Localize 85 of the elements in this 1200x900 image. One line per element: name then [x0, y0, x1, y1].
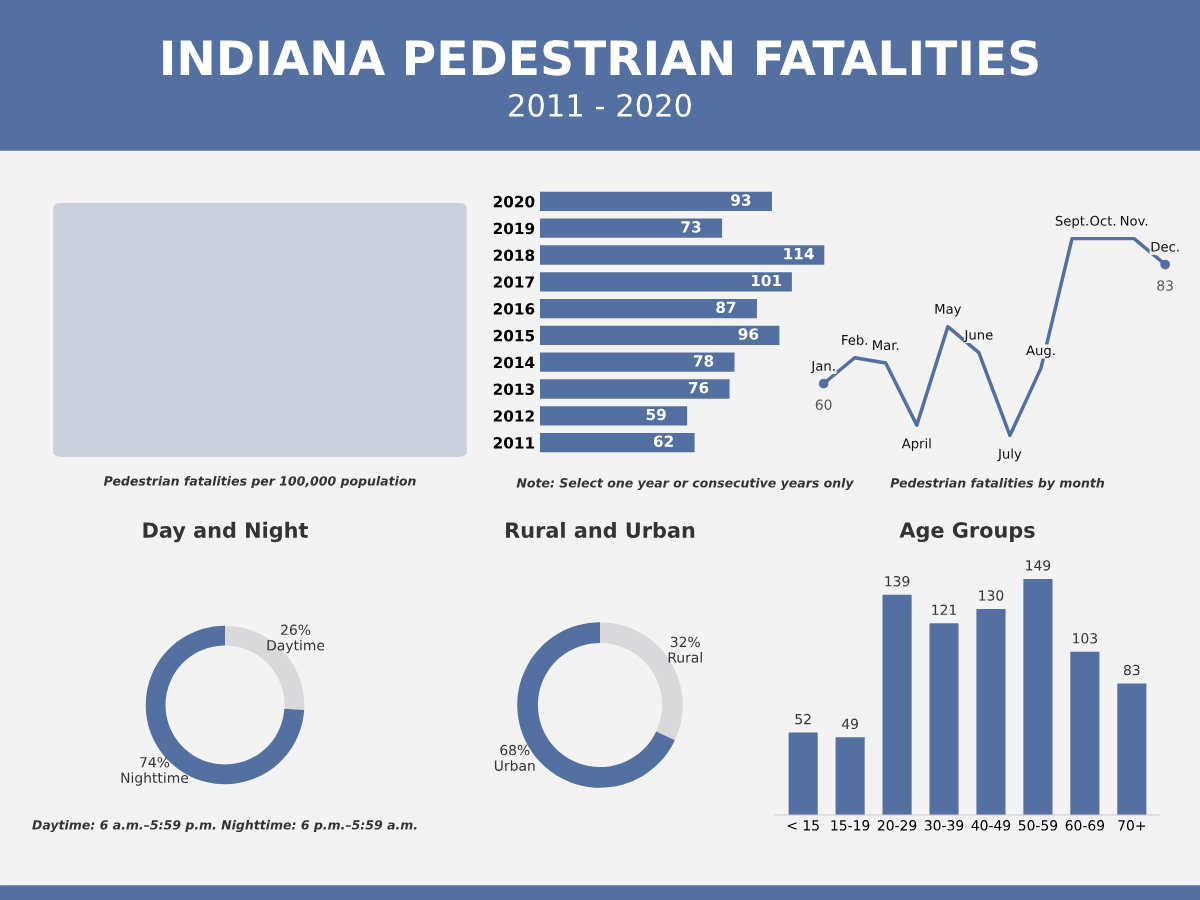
- text: Daytime: 6 a.m.–5:59 p.m. Nighttime: 6 p.m.–5:59 a.m.: [32, 819, 417, 833]
- bar: [540, 298, 757, 319]
- slice-label: Rural: [668, 651, 702, 663]
- y-tick-label: 2017: [493, 276, 534, 288]
- x-tick-label: 50-59: [1018, 820, 1058, 831]
- bar: [540, 272, 792, 292]
- x-tick-label: July: [997, 448, 1022, 462]
- data-label: 114: [784, 248, 814, 260]
- bar: [835, 737, 865, 815]
- y-tick-label: 2012: [493, 410, 534, 422]
- text: Pedestrian fatalities by month: [890, 477, 1105, 491]
- y-tick-label: 2019: [493, 222, 535, 235]
- y-tick-label: 2013: [493, 383, 534, 396]
- x-tick-label: 70+: [1118, 820, 1146, 831]
- x-tick-label: Mar.: [873, 340, 899, 351]
- data-label: 121: [932, 604, 956, 615]
- data-label: 73: [681, 221, 701, 233]
- x-tick-label: Dec.: [1151, 241, 1179, 252]
- data-label: 93: [731, 194, 751, 206]
- bar: [540, 379, 730, 399]
- bar: [540, 325, 780, 346]
- bar: [540, 432, 695, 453]
- data-label: 96: [738, 328, 759, 340]
- data-label: 74%: [140, 756, 170, 768]
- data-label: 83: [1157, 280, 1173, 291]
- data-label: 83: [1123, 664, 1140, 676]
- x-tick-label: < 15: [787, 820, 819, 831]
- bar: [540, 406, 688, 426]
- y-tick-label: 2020: [493, 195, 535, 208]
- y-tick-label: 2011: [493, 437, 535, 449]
- chart-title: Rural and Urban: [506, 521, 695, 539]
- x-tick-label: Feb.: [842, 334, 868, 345]
- x-tick-label: Nov.: [1120, 215, 1148, 226]
- x-tick-label: 30-39: [924, 820, 964, 831]
- data-label: 103: [1073, 633, 1098, 644]
- data-label: 59: [646, 408, 666, 421]
- text: 2011 - 2020: [509, 93, 691, 117]
- y-tick-label: 2015: [493, 329, 535, 342]
- bar: [929, 623, 959, 815]
- text: INDIANA PEDESTRIAN FATALITIES: [163, 39, 1038, 76]
- text: Note: Select one year or consecutive years only: [516, 477, 854, 491]
- x-tick-label: 15-19: [831, 820, 870, 831]
- data-label: 26%: [281, 624, 311, 636]
- data-label: 76: [688, 381, 709, 394]
- x-tick-label: Sept.: [1055, 215, 1088, 229]
- bar: [788, 732, 818, 815]
- data-label: 130: [979, 590, 1004, 601]
- bar: [976, 609, 1006, 815]
- chart-title: Age Groups: [899, 522, 1035, 543]
- bar: [540, 245, 825, 265]
- slice-label: Urban: [494, 760, 535, 771]
- bar: [540, 218, 723, 238]
- x-tick-label: April: [901, 438, 931, 451]
- data-label: 78: [693, 355, 714, 367]
- y-tick-label: 2014: [493, 356, 535, 369]
- y-tick-label: 2018: [493, 249, 535, 262]
- data-label: 101: [751, 274, 782, 287]
- text: Pedestrian fatalities per 100,000 population: [103, 475, 416, 489]
- x-tick-label: Jan.: [810, 361, 835, 374]
- slice-label: Daytime: [267, 639, 325, 654]
- x-tick-label: May: [935, 304, 962, 317]
- bar: [1023, 578, 1053, 815]
- bar: [540, 191, 772, 212]
- x-tick-label: 60-69: [1065, 820, 1105, 831]
- data-label: 49: [841, 718, 858, 730]
- data-label: 60: [815, 399, 832, 410]
- chart-title: Day and Night: [143, 521, 308, 543]
- x-tick-label: Oct.: [1090, 215, 1116, 226]
- data-label: 149: [1026, 560, 1051, 571]
- x-tick-label: June: [963, 329, 993, 343]
- data-label: 62: [653, 435, 673, 448]
- bar: [540, 352, 735, 372]
- data-label: 52: [795, 713, 811, 725]
- slice-label: Nighttime: [121, 772, 189, 786]
- bar: [882, 594, 912, 815]
- data-label: 32%: [670, 636, 700, 648]
- data-label: 68%: [500, 744, 530, 756]
- x-tick-label: 40-49: [971, 820, 1011, 831]
- x-tick-label: 20-29: [877, 820, 917, 831]
- y-tick-label: 2016: [493, 303, 535, 315]
- data-label: 139: [885, 575, 910, 587]
- data-label: 87: [716, 301, 736, 314]
- bar: [1070, 651, 1100, 815]
- x-tick-label: Aug.: [1026, 345, 1055, 358]
- bar: [1117, 683, 1147, 815]
